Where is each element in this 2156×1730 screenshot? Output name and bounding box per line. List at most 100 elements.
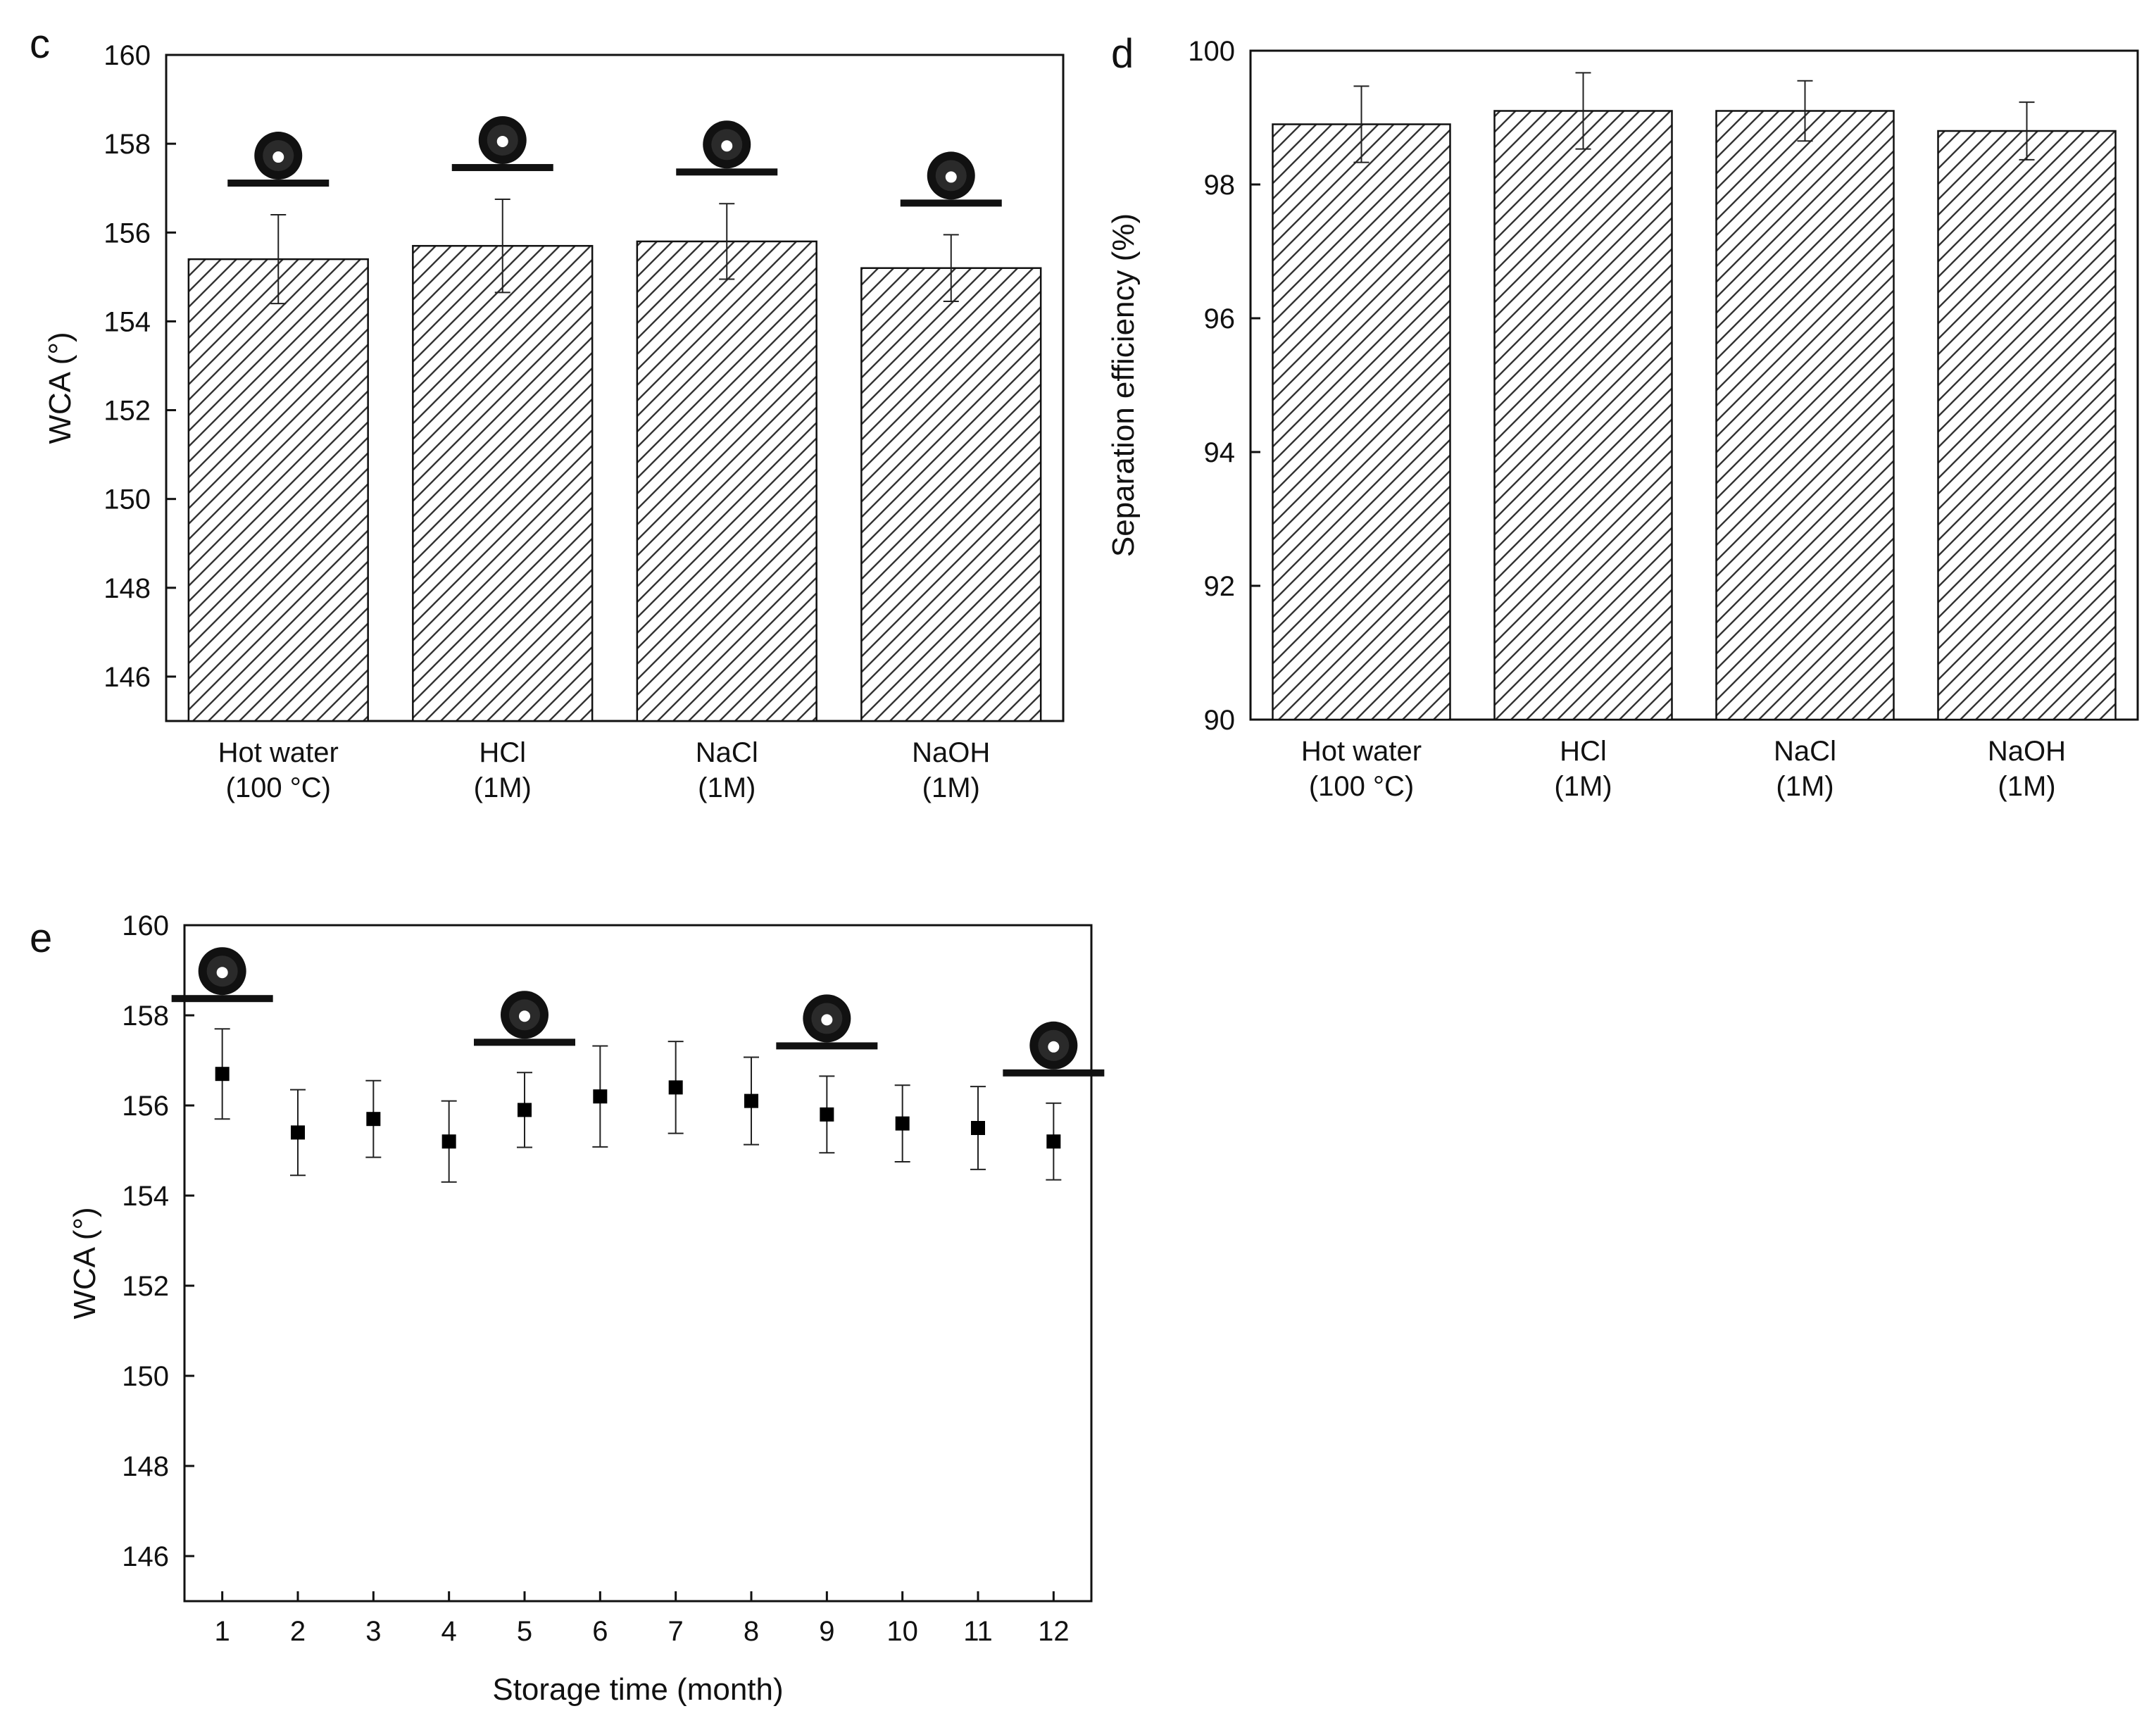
y-tick-label-160: 160 [104,40,151,71]
y-axis-title: Separation efficiency (%) [1106,213,1141,557]
y-tick-label-158: 158 [122,1001,169,1032]
droplet-inset-month-9-substrate [776,1042,878,1050]
x-tick-label-7: 7 [668,1616,684,1647]
y-tick-label-158: 158 [104,129,151,160]
chart-panel-c: 146 148 150 152 154 156 158 160 WCA (°) Hot water… [43,40,1065,803]
bar-4 [860,267,1042,722]
x-category-label-4-line1: NaOH [1988,736,2066,767]
data-point-11 [971,1121,985,1135]
data-point-2 [291,1125,305,1140]
x-category-label-3-line1: NaCl [696,737,758,768]
x-tick-label-2: 2 [290,1616,306,1647]
x-category-label-4-line2: (1M) [922,772,980,803]
x-tick-label-11: 11 [963,1616,993,1647]
x-category-label-4-line2: (1M) [1998,771,2055,802]
droplet-inset-1-drop-highlight [272,151,284,163]
x-tick-label-3: 3 [365,1616,381,1647]
panel-letter-e: e [30,915,52,961]
plot-frame [165,54,1065,722]
x-category-label-2-line2: (1M) [1554,771,1612,802]
bar-3 [636,240,817,722]
droplet-inset-4 [900,151,1002,207]
droplet-inset-1 [227,132,330,187]
y-tick-label-98: 98 [1204,170,1236,201]
error-bar-4 [2019,101,2035,161]
bar-1 [1272,123,1451,721]
plot-frame [183,924,1093,1603]
error-bar-4 [943,234,959,303]
bar-2 [1493,110,1673,721]
y-tick-label-92: 92 [1204,571,1236,602]
bar-4 [1937,130,2117,721]
panel-letter-c: c [30,21,50,67]
x-category-label-2-line2: (1M) [474,772,532,803]
y-tick-label-148: 148 [122,1451,169,1482]
x-tick-label-6: 6 [592,1616,608,1647]
x-category-label-1-line1: Hot water [1301,736,1422,767]
plot-frame [1249,49,2139,721]
droplet-inset-month-5-drop-highlight [519,1010,530,1022]
x-tick-label-9: 9 [819,1616,834,1647]
y-axis-title: WCA (°) [43,332,77,444]
droplet-inset-month-9 [776,994,878,1050]
y-tick-label-150: 150 [104,484,151,515]
y-tick-label-150: 150 [122,1361,169,1392]
droplet-inset-2-substrate [451,163,553,171]
x-category-label-1-line1: Hot water [218,737,339,768]
y-tick-label-156: 156 [122,1091,169,1122]
error-bar-3 [1797,80,1813,142]
x-category-label-2-line1: HCl [479,737,526,768]
x-category-label-3-line1: NaCl [1774,736,1836,767]
panel-letter-d: d [1111,31,1134,77]
y-tick-label-152: 152 [104,396,151,427]
data-point-10 [895,1116,910,1131]
x-tick-label-4: 4 [441,1616,457,1647]
x-tick-label-1: 1 [215,1616,230,1647]
error-bar-2 [1575,72,1591,150]
y-tick-label-152: 152 [122,1271,169,1302]
y-tick-label-156: 156 [104,218,151,249]
x-category-label-1-line2: (100 °C) [226,772,331,803]
droplet-inset-month-12 [1003,1021,1105,1077]
error-bar-2 [494,198,510,294]
x-category-label-4-line1: NaOH [912,737,990,768]
data-point-6 [593,1089,608,1104]
x-tick-label-8: 8 [744,1616,759,1647]
y-tick-label-146: 146 [104,662,151,693]
droplet-inset-4-drop-highlight [945,171,957,183]
droplet-inset-month-5-substrate [474,1039,575,1046]
x-tick-label-10: 10 [886,1616,918,1647]
data-point-9 [820,1107,834,1122]
error-bar-1 [270,214,287,305]
y-tick-label-146: 146 [122,1541,169,1572]
data-point-5 [518,1103,532,1117]
droplet-inset-3-substrate [676,168,778,176]
droplet-inset-1-substrate [227,180,330,187]
droplet-inset-3-drop-highlight [721,140,733,152]
droplet-inset-3 [676,120,778,176]
y-tick-label-160: 160 [122,910,169,941]
error-bar-1 [1353,85,1370,163]
y-tick-label-100: 100 [1188,36,1235,67]
bar-2 [412,244,594,722]
droplet-inset-2-drop-highlight [496,135,508,147]
chart-panel-d: 90 92 94 96 98 100 Separation efficiency (%) Ho… [1106,36,2139,802]
bar-1 [187,258,369,722]
x-tick-label-12: 12 [1038,1616,1070,1647]
x-category-label-3-line2: (1M) [698,772,756,803]
droplet-inset-month-1-drop-highlight [216,967,228,979]
y-tick-label-154: 154 [122,1181,169,1212]
data-point-8 [744,1093,758,1108]
droplet-inset-2 [451,115,553,171]
x-tick-label-5: 5 [517,1616,532,1647]
error-bar-3 [719,203,735,280]
x-category-label-2-line1: HCl [1560,736,1607,767]
data-point-1 [215,1067,230,1082]
y-tick-label-154: 154 [104,306,151,337]
droplet-inset-month-1 [171,947,273,1003]
y-tick-label-148: 148 [104,573,151,604]
data-point-7 [668,1080,683,1095]
x-axis-title: Storage time (month) [492,1672,783,1707]
y-tick-label-96: 96 [1204,303,1236,334]
